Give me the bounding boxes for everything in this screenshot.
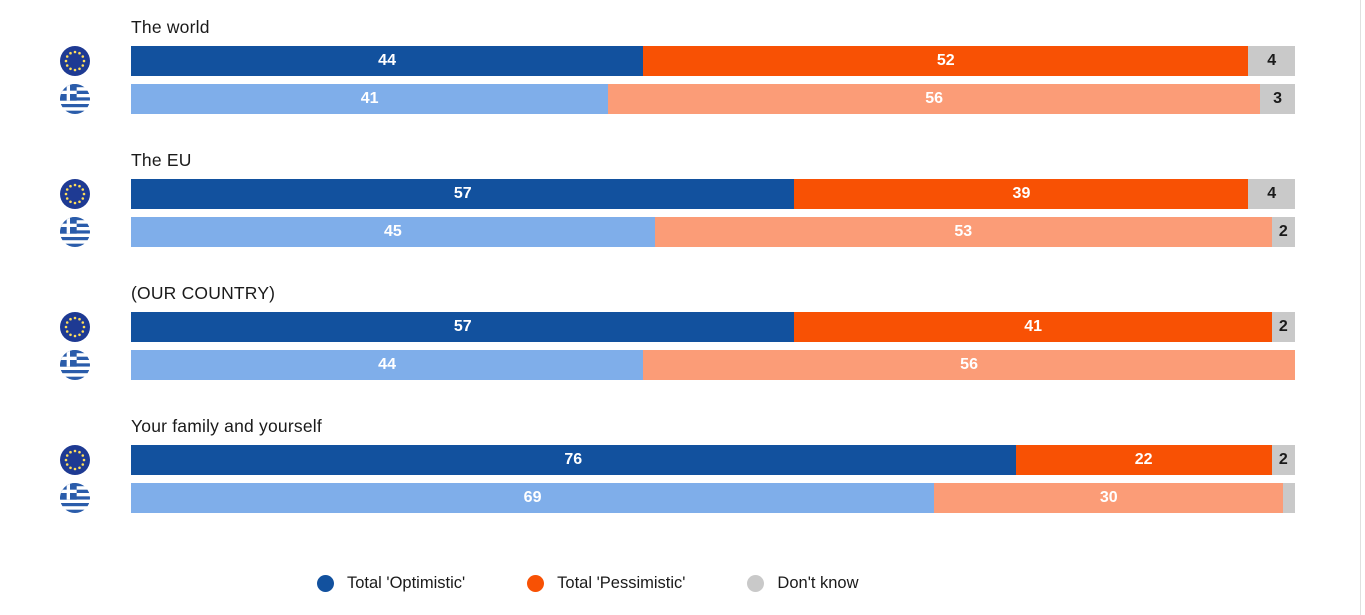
bar-segment-pessimistic: 53 [654,217,1272,247]
bar-segment-pessimistic: 56 [643,350,1295,380]
bar-value-label: 76 [564,451,583,468]
legend-dot-icon [527,575,545,592]
group-title: (OUR COUNTRY) [131,283,276,303]
legend-item: Don't know [747,574,859,593]
bar-segment-dont_know: 4 [1248,46,1295,76]
bar-value-label: 56 [925,90,944,107]
bar-segment-pessimistic: 39 [794,179,1249,209]
bar-value-label: 4 [1267,185,1277,202]
bar-segment-optimistic: 44 [131,46,644,76]
greece-flag-icon [60,84,90,114]
bar-row-eu: 76 22 2 [0,445,1365,475]
page-edge-line [1360,0,1361,615]
bar-segment-pessimistic: 56 [608,84,1261,114]
bar-segment-dont_know: 2 [1271,312,1295,342]
bar-segment-dont_know [1283,483,1295,513]
group-title: Your family and yourself [131,416,322,436]
bar-segment-optimistic: 76 [131,445,1016,475]
bar-segment-pessimistic: 30 [934,483,1284,513]
group-title: The world [131,17,210,37]
eu-flag-icon [0,179,131,209]
bar-value-label: 56 [960,356,978,373]
group-title: The EU [131,150,192,170]
bar-segment-optimistic: 44 [131,350,644,380]
chart-group: Your family and yourself 76 22 2 69 30 [0,417,1365,513]
greece-flag-icon [0,217,131,247]
bar-segment-pessimistic: 41 [794,312,1272,342]
bar-value-label: 45 [384,223,402,240]
bar-segment-optimistic: 41 [131,84,609,114]
bar-track: 69 30 [131,483,1295,513]
bar-value-label: 69 [523,489,542,506]
bar-track: 44 56 [131,350,1295,380]
legend-item: Total 'Pessimistic' [527,574,685,593]
greece-flag-icon [60,483,90,513]
bar-value-label: 30 [1099,489,1118,506]
bar-row-eu: 44 52 4 [0,46,1365,76]
bar-segment-optimistic: 69 [131,483,935,513]
bar-segment-dont_know: 2 [1271,445,1295,475]
legend-item: Total 'Optimistic' [317,574,465,593]
greece-flag-icon [0,350,131,380]
bar-value-label: 22 [1134,451,1153,468]
greece-flag-icon [60,217,90,247]
bar-row-greece: 44 56 [0,350,1365,380]
legend-label: Total 'Pessimistic' [557,574,686,592]
eu-flag-icon [0,312,131,342]
bar-row-greece: 41 56 3 [0,84,1365,114]
bar-value-label: 44 [378,52,396,69]
bar-track: 41 56 3 [131,84,1295,114]
eu-flag-icon [60,445,90,475]
bar-track: 44 52 4 [131,46,1295,76]
bar-track: 57 39 4 [131,179,1295,209]
eu-flag-icon [60,46,90,76]
chart-group: The EU 57 39 4 45 53 2 [0,151,1365,247]
eu-flag-icon [0,46,131,76]
stacked-bar-chart: The world 44 52 4 41 56 3 The EU 57 39 4 45 53 2 (OU… [0,18,1365,513]
eu-flag-icon [60,179,90,209]
bar-segment-dont_know: 3 [1260,84,1295,114]
bar-value-label: 52 [936,52,955,69]
legend-label: Don't know [777,574,859,592]
bar-value-label: 39 [1012,185,1031,202]
bar-segment-optimistic: 57 [131,179,795,209]
bar-value-label: 41 [360,90,379,107]
bar-value-label: 2 [1278,451,1288,468]
eu-flag-icon [0,445,131,475]
bar-segment-pessimistic: 22 [1015,445,1272,475]
chart-group: The world 44 52 4 41 56 3 [0,18,1365,114]
bar-value-label: 4 [1267,52,1277,69]
bar-track: 45 53 2 [131,217,1295,247]
chart-group: (OUR COUNTRY) 57 41 2 44 56 [0,284,1365,380]
bar-track: 76 22 2 [131,445,1295,475]
bar-row-greece: 45 53 2 [0,217,1365,247]
bar-row-eu: 57 41 2 [0,312,1365,342]
bar-value-label: 57 [453,185,472,202]
bar-value-label: 44 [378,356,396,373]
bar-value-label: 2 [1278,223,1288,240]
greece-flag-icon [0,483,131,513]
bar-row-greece: 69 30 [0,483,1365,513]
chart-legend: Total 'Optimistic' Total 'Pessimistic' Don… [317,574,859,593]
legend-dot-icon [317,575,334,592]
bar-segment-dont_know: 4 [1248,179,1295,209]
bar-segment-pessimistic: 52 [643,46,1249,76]
bar-value-label: 41 [1024,318,1042,335]
bar-value-label: 57 [453,318,472,335]
bar-value-label: 53 [954,223,973,240]
bar-value-label: 3 [1273,90,1282,107]
legend-dot-icon [747,575,765,592]
greece-flag-icon [60,350,90,380]
bar-row-eu: 57 39 4 [0,179,1365,209]
bar-value-label: 2 [1278,318,1288,335]
bar-segment-optimistic: 57 [131,312,795,342]
eu-flag-icon [60,312,90,342]
bar-segment-dont_know: 2 [1271,217,1295,247]
legend-label: Total 'Optimistic' [347,574,466,592]
greece-flag-icon [0,84,131,114]
bar-segment-optimistic: 45 [131,217,655,247]
bar-track: 57 41 2 [131,312,1295,342]
